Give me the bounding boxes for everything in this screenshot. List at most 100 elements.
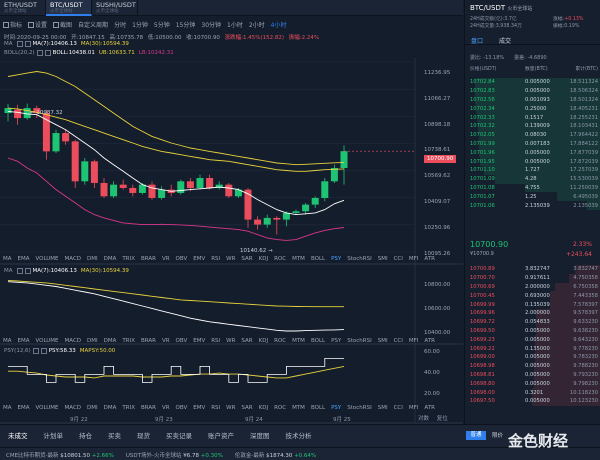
orderbook-row[interactable]: 10701.96 0.005000 17.877039: [465, 148, 600, 158]
bottom-tab[interactable]: 持仓: [79, 432, 92, 440]
custom-period-button[interactable]: 自定义周期: [78, 21, 109, 29]
orderbook-row[interactable]: 10701.95 0.005000 17.872039: [465, 157, 600, 166]
orderbook-row[interactable]: 10701.99 0.007183 17.884122: [465, 139, 600, 149]
indicator-mfi[interactable]: MFI: [408, 337, 419, 344]
orderbook-row[interactable]: 10701.07 1.25 6.495039: [465, 192, 600, 202]
indicator-ma[interactable]: MA: [3, 255, 12, 262]
orderbook-row[interactable]: 10701.08 4.755 11.250039: [465, 183, 600, 193]
indicator-vr[interactable]: VR: [161, 404, 170, 411]
orderbook-row[interactable]: 10700.89 3.832747 3.832747: [465, 265, 600, 274]
indicator-dmi[interactable]: DMI: [87, 404, 98, 411]
orderbook-row[interactable]: 10702.83 0.005000 18.506324: [465, 86, 600, 96]
period-4h[interactable]: 4小时: [270, 21, 287, 29]
indicator-boll[interactable]: BOLL: [310, 337, 326, 344]
orderbook-row[interactable]: 10701.06 2.135039 2.135039: [465, 201, 600, 210]
indicator-brar[interactable]: BRAR: [140, 404, 156, 411]
tab-eth-usdt[interactable]: ETH/USDT 火币全球站: [0, 0, 46, 16]
bottom-tab[interactable]: 买卖: [108, 432, 121, 440]
orderbook-row[interactable]: 10699.99 0.135039 7.578397: [465, 300, 600, 309]
orderbook-row[interactable]: 10702.34 0.25000 18.405231: [465, 104, 600, 114]
orderbook-row[interactable]: 10702.32 0.139009 18.103431: [465, 122, 600, 131]
bottom-tab[interactable]: 现货: [137, 432, 150, 440]
indicator-cci[interactable]: CCI: [393, 337, 403, 344]
period-1h[interactable]: 1小时: [227, 21, 243, 29]
indicator-volume[interactable]: VOLUME: [35, 404, 59, 411]
indicator-sar[interactable]: SAR: [241, 404, 253, 411]
period-1m[interactable]: 1分钟: [132, 21, 148, 29]
orderbook-row[interactable]: 10699.23 0.005000 9.643230: [465, 335, 600, 345]
orderbook-row[interactable]: 10700.70 0.917611 4.750358: [465, 273, 600, 283]
indicator-trix[interactable]: TRIX: [122, 337, 135, 344]
indicator-ema[interactable]: EMA: [17, 255, 30, 262]
period-15m[interactable]: 15分钟: [175, 21, 196, 29]
indicator-atr[interactable]: ATR: [424, 255, 435, 262]
indicator-smi[interactable]: SMI: [377, 255, 388, 262]
orderbook-row[interactable]: 10702.05 0.08030 17.964422: [465, 130, 600, 140]
chart-canvas[interactable]: [0, 0, 463, 424]
tab-trades[interactable]: 成交: [499, 38, 512, 45]
orderbook-row[interactable]: 10700.45 0.693000 7.443358: [465, 291, 600, 301]
screenshot-button[interactable]: 截图: [50, 20, 75, 29]
indicator-boll[interactable]: BOLL: [310, 404, 326, 411]
indicator-macd[interactable]: MACD: [64, 337, 82, 344]
indicator-macd[interactable]: MACD: [64, 255, 82, 262]
orderbook-row[interactable]: 10699.00 0.005000 9.783230: [465, 353, 600, 362]
orderbook-row[interactable]: 10699.22 0.135000 9.778230: [465, 344, 600, 353]
tab-orderbook[interactable]: 盘口: [471, 38, 484, 45]
indicator-mfi[interactable]: MFI: [408, 404, 419, 411]
indicator-mtm[interactable]: MTM: [292, 404, 305, 411]
orderbook-row[interactable]: 10702.84 0.005000 18.511324: [465, 78, 600, 87]
bottom-tab[interactable]: 深度图: [250, 432, 270, 440]
indicator-cci[interactable]: CCI: [393, 404, 403, 411]
indicator-dmi[interactable]: DMI: [87, 337, 98, 344]
indicator-emv[interactable]: EMV: [193, 255, 206, 262]
indicator-brar[interactable]: BRAR: [140, 337, 156, 344]
indicator-mfi[interactable]: MFI: [408, 255, 419, 262]
ma-close-icon[interactable]: [24, 41, 31, 47]
ticker-item[interactable]: CME比特币期货-最新 $10801.50 +2.66%: [0, 451, 120, 459]
tab-btc-usdt[interactable]: BTC/USDT 火币全球站: [46, 0, 92, 16]
orderbook-row[interactable]: 10699.96 2.000000 9.578397: [465, 309, 600, 318]
orderbook-row[interactable]: 10701.10 1.727 17.257039: [465, 166, 600, 175]
indicator-stochrsi[interactable]: StochRSI: [347, 255, 372, 262]
orderbook-row[interactable]: 10698.81 0.005000 9.793230: [465, 370, 600, 380]
vol-close-icon[interactable]: [24, 268, 31, 274]
ticker-item[interactable]: USDT场外-火币全球站 ¥6.78 +0.30%: [120, 451, 229, 459]
orderbook-row[interactable]: 10702.33 0.1517 18.255231: [465, 113, 600, 122]
indicator-psy[interactable]: PSY: [331, 337, 342, 344]
indicator-volume[interactable]: VOLUME: [35, 255, 59, 262]
indicator-ema[interactable]: EMA: [17, 337, 30, 344]
reset-button[interactable]: 复位: [436, 416, 448, 422]
indicator-vr[interactable]: VR: [161, 255, 170, 262]
indicator-brar[interactable]: BRAR: [140, 255, 156, 262]
indicator-mtm[interactable]: MTM: [292, 255, 305, 262]
orderbook-row[interactable]: 10699.72 0.054833 9.633230: [465, 317, 600, 327]
indicator-wr[interactable]: WR: [226, 404, 236, 411]
orderbook-row[interactable]: 10702.56 0.001093 18.501324: [465, 95, 600, 105]
indicator-ema[interactable]: EMA: [17, 404, 30, 411]
tab-sushi-usdt[interactable]: SUSHI/USDT 火币全球站: [92, 0, 138, 16]
indicator-emv[interactable]: EMV: [193, 404, 206, 411]
orderbook-row[interactable]: 10698.80 0.005000 9.798230: [465, 379, 600, 389]
indicator-vr[interactable]: VR: [161, 337, 170, 344]
ticker-item[interactable]: 伦敦金-最新 $1874.30 +0.64%: [229, 451, 322, 459]
indicator-sar[interactable]: SAR: [241, 337, 253, 344]
indicator-smi[interactable]: SMI: [377, 337, 388, 344]
ma-settings-icon[interactable]: [16, 41, 23, 47]
indicator-smi[interactable]: SMI: [377, 404, 388, 411]
indicator-obv[interactable]: OBV: [175, 404, 188, 411]
orderbook-row[interactable]: 10699.50 0.005000 9.638230: [465, 326, 600, 336]
indicator-macd[interactable]: MACD: [64, 404, 82, 411]
indicator-roc[interactable]: ROC: [274, 404, 287, 411]
psy-close-icon[interactable]: [40, 348, 47, 354]
bottom-tab[interactable]: 买卖记录: [166, 432, 192, 440]
indicator-obv[interactable]: OBV: [175, 337, 188, 344]
indicator-ma[interactable]: MA: [3, 337, 12, 344]
bottom-tab[interactable]: 未成交: [8, 432, 28, 440]
orderbook-row[interactable]: 10697.50 0.005000 10.123230: [465, 397, 600, 406]
psy-settings-icon[interactable]: [32, 348, 39, 354]
indicator-stochrsi[interactable]: StochRSI: [347, 404, 372, 411]
indicator-mtm[interactable]: MTM: [292, 337, 305, 344]
period-30m[interactable]: 30分钟: [201, 21, 222, 29]
orderbook-row[interactable]: 10700.69 2.000000 6.750358: [465, 282, 600, 292]
